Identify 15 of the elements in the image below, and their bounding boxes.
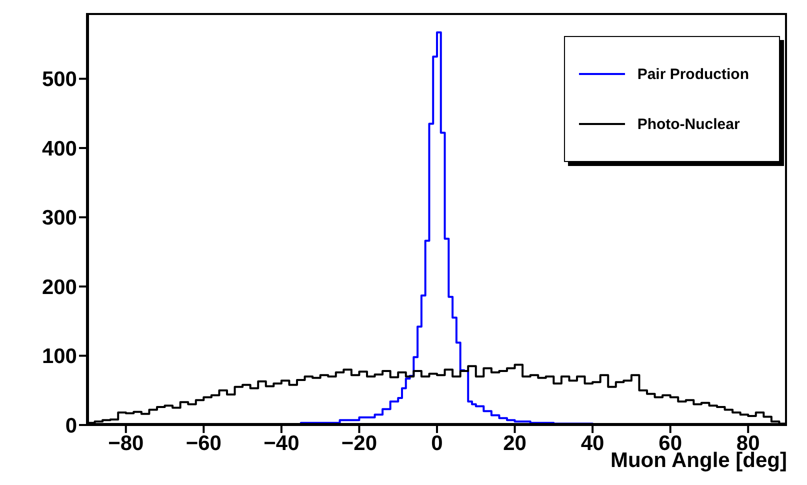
legend-label: Photo-Nuclear — [637, 116, 740, 132]
x-tick-label: 40 — [580, 432, 604, 455]
y-tick-label: 500 — [42, 68, 77, 92]
x-tick-label: 0 — [431, 432, 443, 455]
x-tick-label: −80 — [108, 432, 144, 455]
y-tick-label: 400 — [42, 137, 77, 160]
y-tick-label: 300 — [42, 206, 77, 230]
x-tick-label: −40 — [264, 432, 300, 455]
y-tick-label: 100 — [42, 345, 77, 368]
y-tick-label: 0 — [65, 414, 77, 438]
x-tick-label: −60 — [186, 432, 222, 455]
y-tick-label: 200 — [42, 276, 77, 299]
x-tick-label: 20 — [503, 432, 526, 455]
x-tick-label: −20 — [341, 432, 378, 455]
legend-label: Pair Production — [637, 66, 749, 82]
